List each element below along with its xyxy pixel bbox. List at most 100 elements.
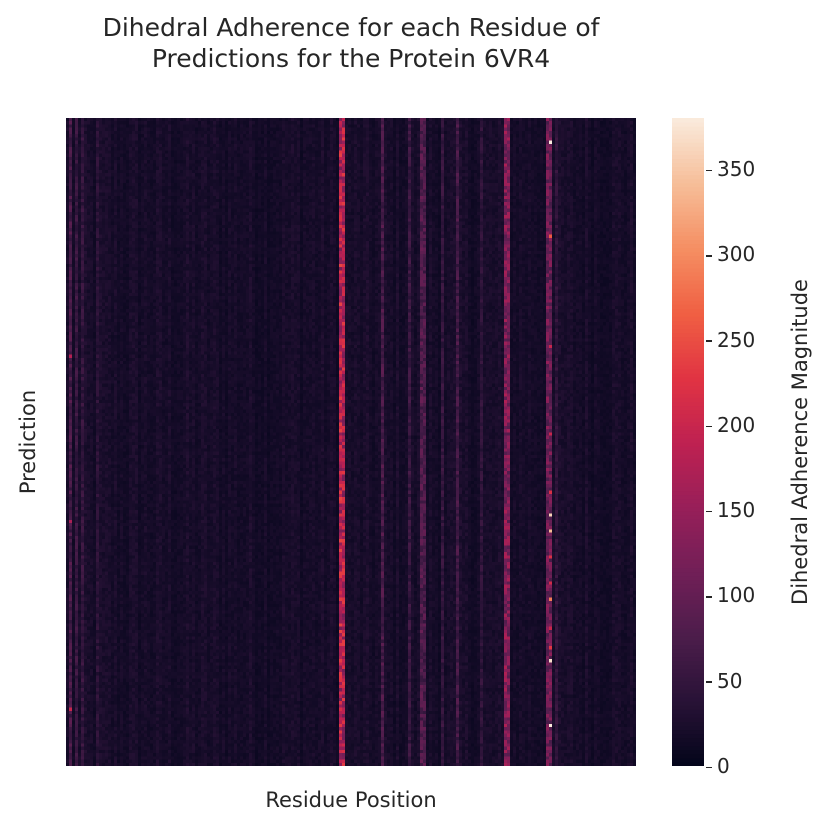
heatmap-cell [72,322,75,326]
heatmap-cell [102,274,105,278]
heatmap-cell [129,358,132,362]
heatmap-cell [90,286,93,290]
heatmap-cell [66,306,69,310]
heatmap-cell [123,627,126,631]
heatmap-cell [105,737,108,741]
heatmap-cell [93,163,96,167]
heatmap-cell [96,141,99,145]
heatmap-cell [90,163,93,167]
heatmap-cell [102,261,105,265]
heatmap-cell [132,215,135,219]
heatmap-cell [111,711,114,715]
heatmap-cell [102,238,105,242]
heatmap-cell [126,646,129,650]
heatmap-cell [93,714,96,718]
heatmap-cell [75,131,78,135]
heatmap-cell [132,448,135,452]
heatmap-cell [132,277,135,281]
heatmap-cell [117,290,120,294]
heatmap-cell [129,717,132,721]
heatmap-cell [69,215,72,219]
heatmap-cell [93,329,96,333]
heatmap-cell [72,355,75,359]
heatmap-cell [108,303,111,307]
heatmap-cell [105,523,108,527]
heatmap-cell [114,585,117,589]
heatmap-cell [126,358,129,362]
heatmap-cell [78,491,81,495]
heatmap-cell [105,147,108,151]
heatmap-cell [114,212,117,216]
heatmap-cell [93,711,96,715]
heatmap-cell [99,121,102,125]
heatmap-cell [117,351,120,355]
heatmap-cell [135,154,138,158]
heatmap-cell [123,215,126,219]
heatmap-cell [99,377,102,381]
heatmap-cell [72,730,75,734]
heatmap-cell [123,160,126,164]
heatmap-cell [138,627,141,631]
heatmap-cell [69,299,72,303]
heatmap-cell [111,598,114,602]
heatmap-cell [96,196,99,200]
heatmap-cell [123,196,126,200]
heatmap-cell [75,679,78,683]
heatmap-cell [111,413,114,417]
heatmap-cell [96,436,99,440]
heatmap-cell [96,594,99,598]
heatmap-cell [111,364,114,368]
heatmap-cell [123,740,126,744]
heatmap-cell [75,231,78,235]
heatmap-cell [108,397,111,401]
heatmap-cell [69,691,72,695]
heatmap-cell [78,196,81,200]
heatmap-cell [96,270,99,274]
heatmap-cell [66,355,69,359]
heatmap-cell [99,419,102,423]
heatmap-cell [114,578,117,582]
heatmap-cell [81,598,84,602]
heatmap-cell [105,539,108,543]
heatmap-cell [75,248,78,252]
heatmap-cell [102,325,105,329]
heatmap-cell [75,238,78,242]
heatmap-cell [66,649,69,653]
heatmap-cell [81,364,84,368]
heatmap-cell [75,189,78,193]
heatmap-cell [138,653,141,657]
heatmap-cell [84,286,87,290]
heatmap-cell [72,510,75,514]
heatmap-cell [72,607,75,611]
heatmap-cell [114,701,117,705]
heatmap-cell [135,711,138,715]
heatmap-cell [102,504,105,508]
heatmap-cell [138,384,141,388]
heatmap-cell [117,244,120,248]
heatmap-cell [75,338,78,342]
heatmap-cell [90,141,93,145]
heatmap-cell [132,196,135,200]
heatmap-cell [111,189,114,193]
heatmap-cell [120,627,123,631]
heatmap-cell [117,445,120,449]
heatmap-cell [96,416,99,420]
heatmap-cell [108,598,111,602]
heatmap-cell [72,141,75,145]
heatmap-cell [105,756,108,760]
heatmap-cell [111,306,114,310]
heatmap-cell [102,137,105,141]
heatmap-cell [111,367,114,371]
heatmap-cell [105,471,108,475]
heatmap-cell [96,662,99,666]
heatmap-cell [72,598,75,602]
heatmap-cell [87,189,90,193]
heatmap-cell [72,235,75,239]
heatmap-cell [138,364,141,368]
heatmap-cell [111,685,114,689]
heatmap-cell [90,588,93,592]
heatmap-cell [120,228,123,232]
heatmap-cell [87,387,90,391]
heatmap-cell [120,286,123,290]
heatmap-cell [69,400,72,404]
